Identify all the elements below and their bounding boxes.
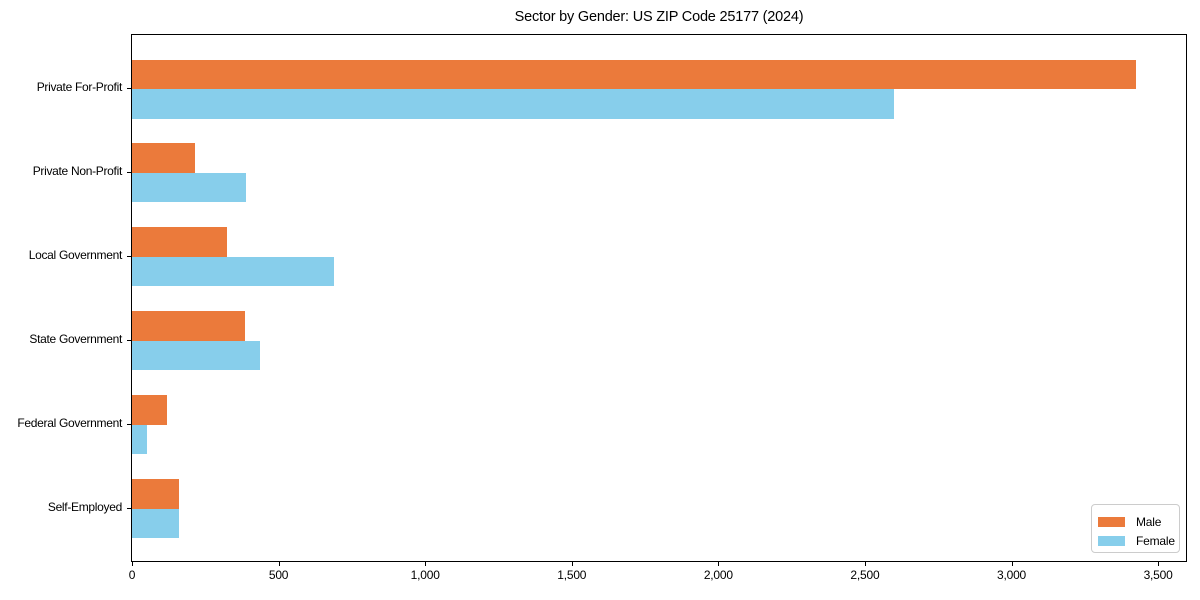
bar-male-self-employed	[132, 479, 179, 509]
y-tick-label-state-government: State Government	[29, 331, 122, 346]
x-tick-1-000	[425, 562, 427, 566]
bar-female-private-for-profit	[132, 89, 895, 119]
y-tick-private-for-profit	[127, 88, 131, 89]
bar-male-federal-government	[132, 395, 168, 425]
chart-title: Sector by Gender: US ZIP Code 25177 (202…	[514, 9, 804, 25]
x-tick-label-1-000: 1,000	[410, 568, 440, 582]
legend-item-female: Female	[1098, 531, 1179, 550]
bar-female-state-government	[132, 340, 260, 371]
x-tick-500	[278, 562, 280, 566]
x-tick-2-000	[718, 562, 720, 566]
x-tick-2-500	[864, 562, 866, 566]
legend-swatch-female-icon	[1098, 535, 1125, 546]
y-tick-label-local-government: Local Government	[28, 247, 123, 262]
x-tick-1-500	[571, 562, 573, 566]
x-tick-label-1-500: 1,500	[557, 568, 587, 582]
y-tick-label-federal-government: Federal Government	[17, 415, 122, 430]
bar-male-state-government	[132, 311, 245, 341]
plot-area	[131, 34, 1187, 562]
legend: Male Female	[1091, 504, 1180, 553]
y-tick-label-private-non-profit: Private Non-Profit	[32, 163, 123, 178]
y-tick-self-employed	[127, 507, 131, 509]
bar-female-private-non-profit	[132, 172, 247, 203]
x-tick-label-2-500: 2,500	[850, 568, 880, 582]
x-tick-label-3-000: 3,000	[996, 568, 1027, 582]
legend-label-male: Male	[1136, 514, 1162, 529]
x-tick-label-2-000: 2,000	[703, 568, 733, 582]
bar-male-private-for-profit	[132, 59, 1137, 89]
legend-swatch-male-icon	[1098, 516, 1125, 527]
x-tick-label-3-500: 3,500	[1143, 568, 1173, 582]
bar-male-local-government	[132, 227, 228, 257]
y-tick-federal-government	[127, 423, 131, 425]
y-tick-label-private-for-profit: Private For-Profit	[36, 80, 123, 94]
y-tick-label-self-employed: Self-Employed	[47, 499, 122, 514]
bar-male-private-non-profit	[132, 143, 196, 173]
legend-label-female: Female	[1136, 533, 1175, 548]
bar-female-federal-government	[132, 424, 147, 455]
y-tick-state-government	[127, 339, 131, 341]
bar-female-self-employed	[132, 508, 179, 539]
x-tick-3-500	[1158, 562, 1160, 566]
x-tick-0	[132, 562, 133, 566]
y-tick-local-government	[127, 255, 131, 257]
x-tick-label-0: 0	[128, 568, 136, 582]
legend-item-male: Male	[1098, 512, 1179, 531]
x-tick-label-500: 500	[268, 568, 289, 582]
bar-female-local-government	[132, 256, 335, 287]
y-tick-private-non-profit	[127, 171, 131, 173]
x-tick-3-000	[1011, 562, 1013, 566]
